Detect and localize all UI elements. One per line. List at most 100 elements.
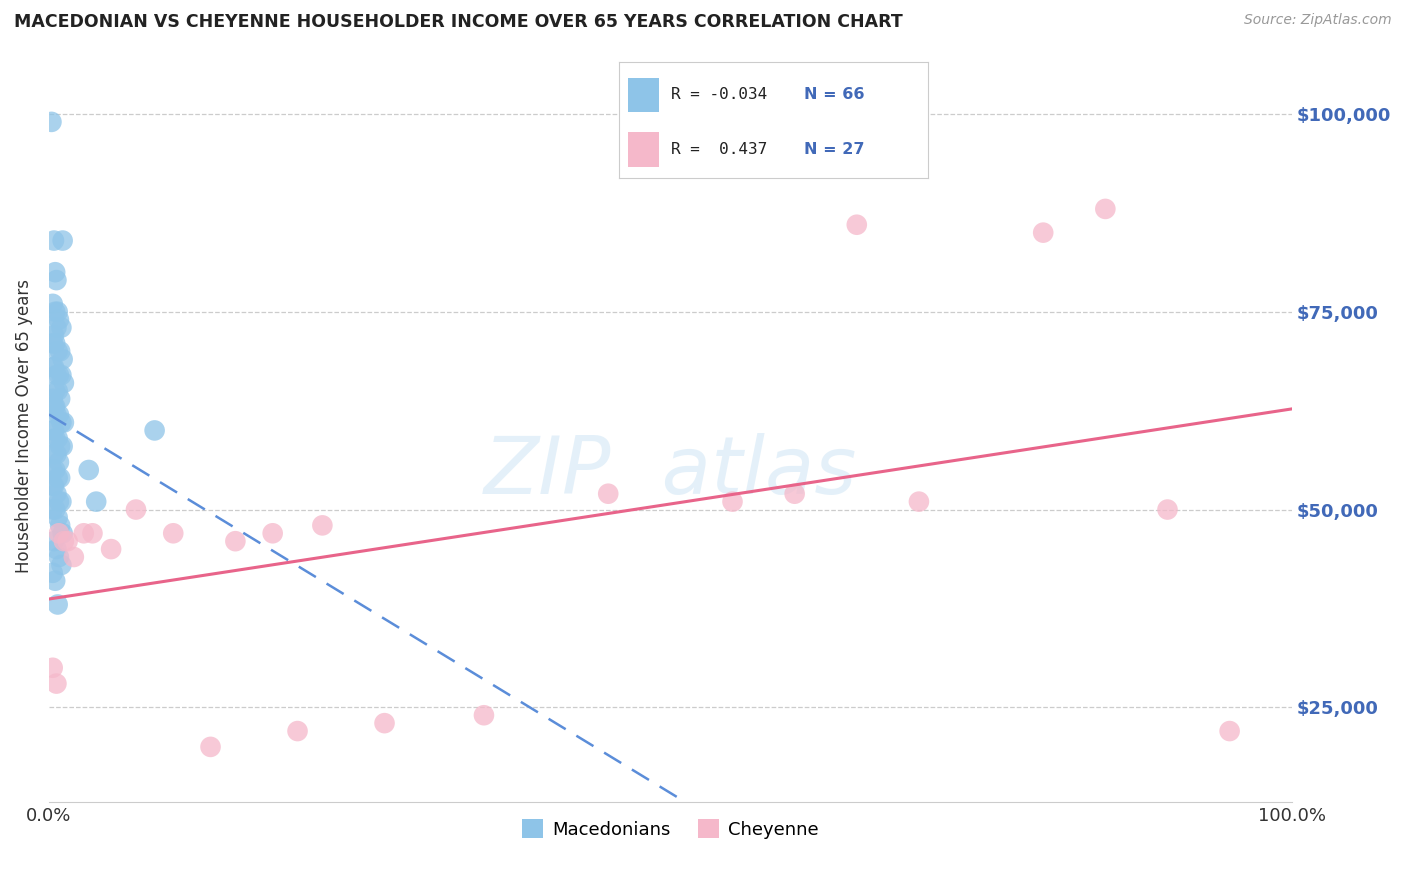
Point	[45, 273, 67, 287]
Point	[45, 676, 67, 690]
Point	[45, 368, 67, 382]
Point	[1156, 502, 1178, 516]
Point	[41, 360, 63, 375]
Point	[783, 486, 806, 500]
Text: R =  0.437: R = 0.437	[671, 142, 768, 157]
Y-axis label: Householder Income Over 65 years: Householder Income Over 65 years	[15, 279, 32, 574]
Legend: Macedonians, Cheyenne: Macedonians, Cheyenne	[515, 812, 827, 846]
Point	[48, 455, 70, 469]
Text: N = 66: N = 66	[804, 87, 865, 103]
Text: R = -0.034: R = -0.034	[671, 87, 768, 103]
Point	[287, 724, 309, 739]
Point	[45, 486, 67, 500]
Point	[44, 431, 66, 445]
Point	[46, 431, 69, 445]
Point	[52, 234, 75, 248]
Point	[44, 336, 66, 351]
Point	[49, 471, 72, 485]
Point	[41, 115, 63, 129]
Point	[42, 360, 65, 375]
Point	[52, 526, 75, 541]
Point	[45, 447, 67, 461]
Point	[46, 344, 69, 359]
Point	[224, 534, 246, 549]
Point	[77, 463, 100, 477]
Text: ZIP  atlas: ZIP atlas	[484, 433, 858, 510]
Point	[42, 400, 65, 414]
Point	[48, 368, 70, 382]
Point	[46, 510, 69, 524]
Point	[44, 265, 66, 279]
Text: N = 27: N = 27	[804, 142, 865, 157]
Point	[49, 439, 72, 453]
Point	[44, 574, 66, 588]
Point	[41, 297, 63, 311]
Point	[46, 598, 69, 612]
Point	[52, 439, 75, 453]
Point	[41, 424, 63, 438]
Point	[42, 447, 65, 461]
Point	[42, 234, 65, 248]
Point	[42, 424, 65, 438]
Point	[52, 376, 75, 390]
Point	[598, 486, 620, 500]
Point	[721, 494, 744, 508]
Point	[1094, 202, 1116, 216]
Point	[373, 716, 395, 731]
Point	[51, 416, 73, 430]
Point	[46, 384, 69, 398]
Point	[41, 502, 63, 516]
Text: MACEDONIAN VS CHEYENNE HOUSEHOLDER INCOME OVER 65 YEARS CORRELATION CHART: MACEDONIAN VS CHEYENNE HOUSEHOLDER INCOM…	[14, 13, 903, 31]
Point	[45, 320, 67, 334]
Point	[44, 384, 66, 398]
Point	[48, 549, 70, 564]
Point	[44, 502, 66, 516]
Point	[41, 392, 63, 406]
Point	[73, 526, 96, 541]
Point	[908, 494, 931, 508]
Point	[46, 305, 69, 319]
Point	[41, 336, 63, 351]
Point	[845, 218, 868, 232]
Point	[49, 392, 72, 406]
Point	[56, 534, 79, 549]
Point	[1032, 226, 1054, 240]
Point	[48, 526, 70, 541]
Text: Source: ZipAtlas.com: Source: ZipAtlas.com	[1244, 13, 1392, 28]
Point	[162, 526, 184, 541]
Point	[51, 320, 73, 334]
Point	[46, 471, 69, 485]
Bar	[628, 78, 659, 112]
Bar	[628, 132, 659, 167]
Point	[48, 494, 70, 508]
Point	[84, 494, 107, 508]
Point	[48, 408, 70, 422]
Point	[200, 739, 222, 754]
Point	[472, 708, 495, 723]
Point	[44, 305, 66, 319]
Point	[42, 479, 65, 493]
Point	[49, 518, 72, 533]
Point	[51, 494, 73, 508]
Point	[45, 408, 67, 422]
Point	[262, 526, 284, 541]
Point	[52, 534, 75, 549]
Point	[63, 549, 86, 564]
Point	[45, 542, 67, 557]
Point	[311, 518, 333, 533]
Point	[125, 502, 148, 516]
Point	[41, 479, 63, 493]
Point	[100, 542, 122, 557]
Point	[41, 661, 63, 675]
Point	[1219, 724, 1241, 739]
Point	[143, 424, 166, 438]
Point	[48, 312, 70, 326]
Point	[51, 368, 73, 382]
Point	[82, 526, 104, 541]
Point	[42, 534, 65, 549]
Point	[52, 416, 75, 430]
Point	[52, 352, 75, 367]
Point	[49, 344, 72, 359]
Point	[41, 566, 63, 580]
Point	[44, 463, 66, 477]
